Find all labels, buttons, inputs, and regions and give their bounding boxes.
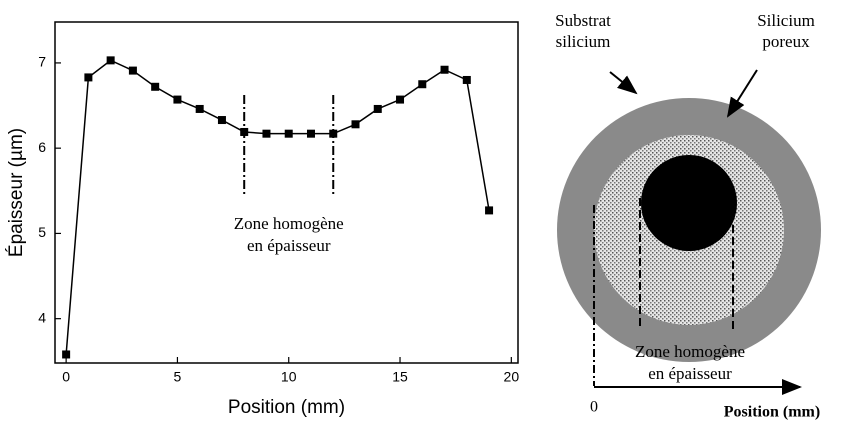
y-tick-label: 6 [38,139,46,155]
label: 0 [590,399,598,416]
label: Position (mm) [724,404,820,421]
data-point [151,82,160,91]
y-axis-label: Épaisseur (µm) [6,128,27,257]
dark-core [641,155,737,251]
data-point [195,104,204,113]
data-point [351,120,360,129]
label: en épaisseur [648,364,732,383]
x-tick-label: 10 [281,369,297,385]
data-point [62,350,71,359]
label: Substrat [555,11,611,30]
data-point [84,73,93,82]
label: silicium [556,32,611,51]
data-point [106,56,115,65]
data-point [240,127,249,136]
y-tick-label: 4 [38,309,46,325]
x-tick-label: 5 [174,369,182,385]
arrow [609,71,638,95]
data-point [262,129,271,138]
annotation: Zone homogène [234,214,344,233]
y-tick-label: 5 [38,224,46,240]
x-tick-label: 0 [62,369,70,385]
label: poreux [762,32,810,51]
data-point [173,95,182,104]
chart: 0 5 10 15 20 4 5 6 7 Position (mm) Épaisseur (µm) Z… [6,21,520,418]
annotation: en épaisseur [247,236,331,255]
data-point [418,80,427,89]
label: Zone homogène [635,342,745,361]
y-tick-label: 7 [38,54,46,70]
data-point [284,129,293,138]
data-line [65,59,490,355]
data-point [217,116,226,125]
x-tick-label: 15 [392,369,408,385]
data-point [329,129,338,138]
data-point [485,206,494,215]
data-point [373,104,382,113]
x-tick-label: 20 [504,369,520,385]
plot-frame [54,21,519,364]
data-point [306,129,315,138]
data-point [462,75,471,84]
diagram: Substrat silicium Silicium poreux Zone h… [555,11,821,421]
label: Silicium [757,11,815,30]
x-axis-label: Position (mm) [228,397,345,418]
data-point [440,65,449,74]
arrow [726,69,758,118]
data-point [128,66,137,75]
data-point [396,95,405,104]
